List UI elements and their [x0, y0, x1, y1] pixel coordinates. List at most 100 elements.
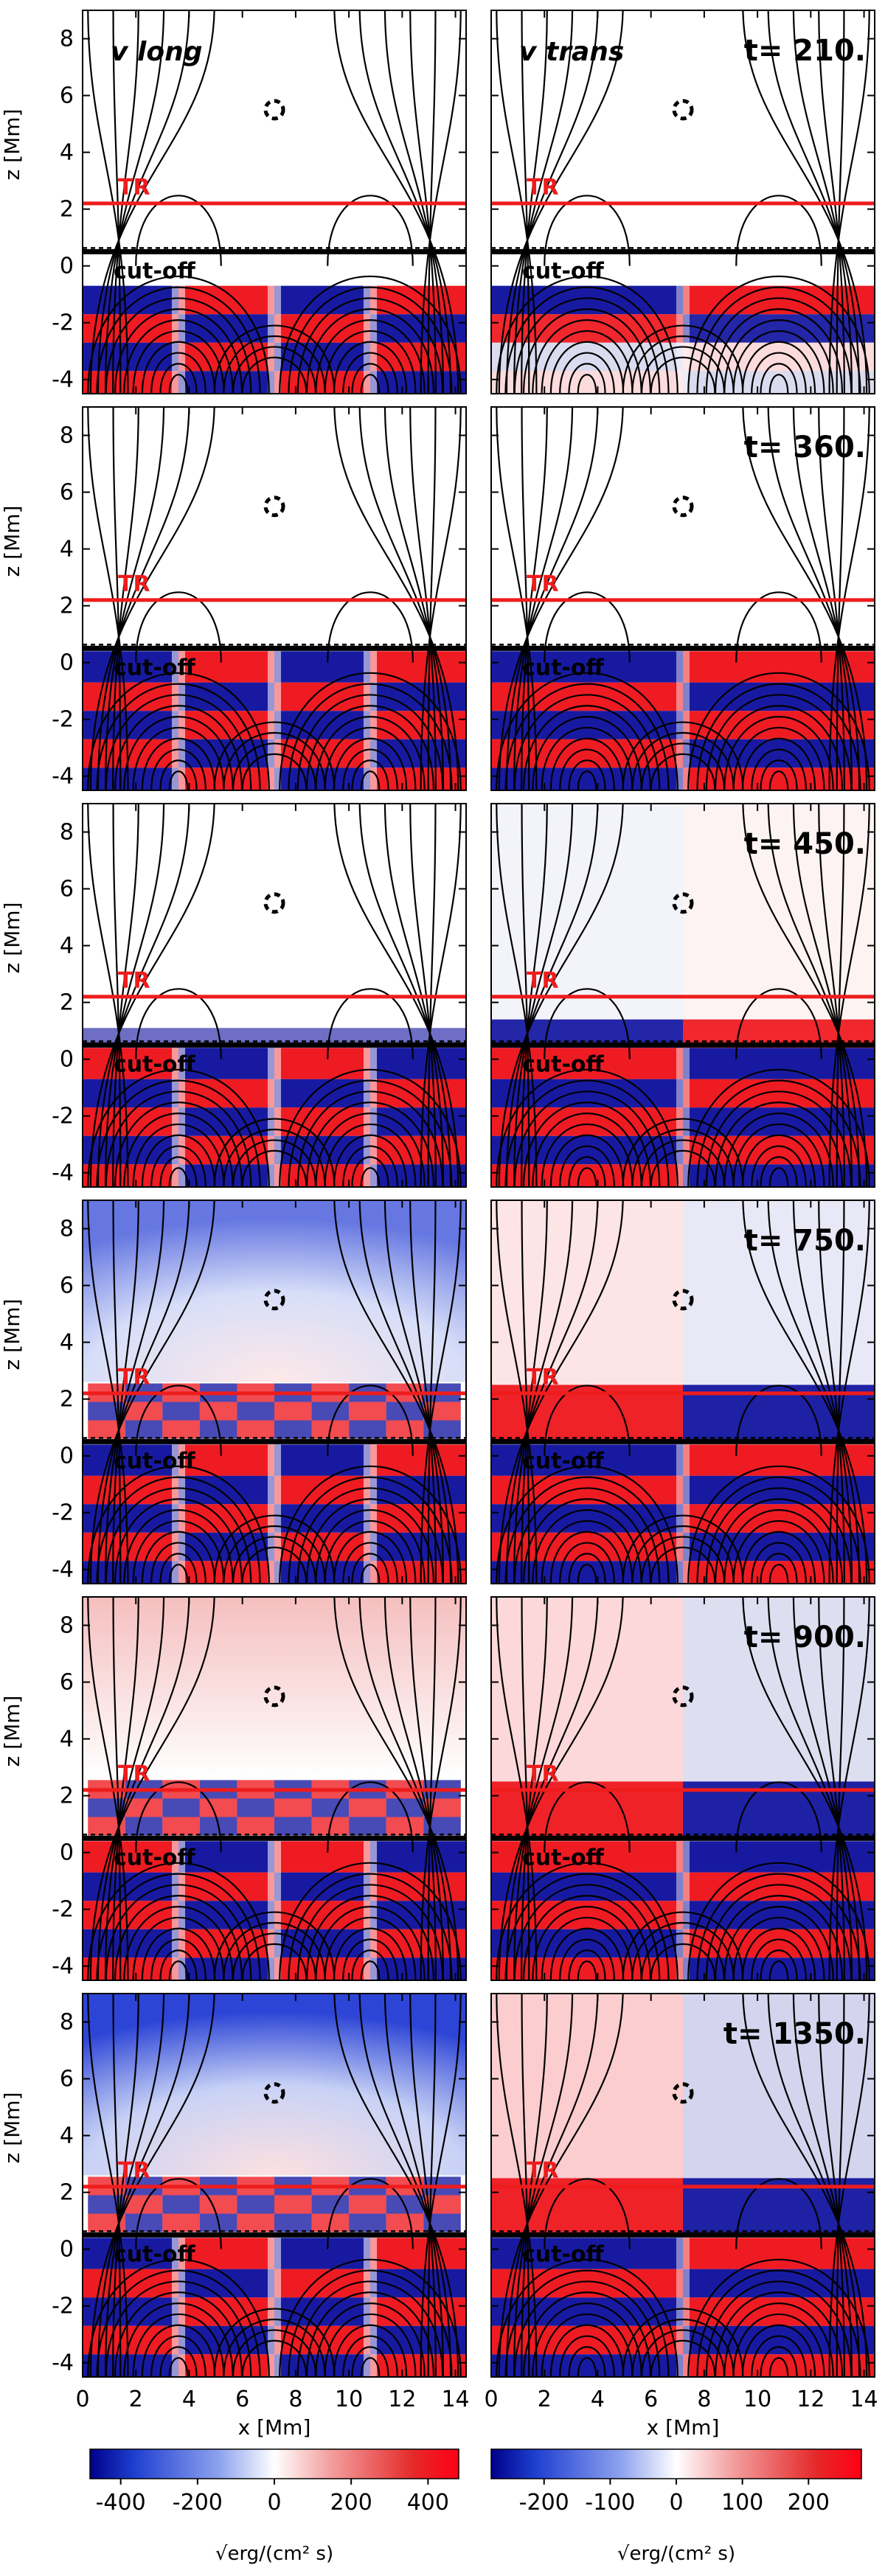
field-line: [622, 1911, 744, 1980]
time-label: t= 900.: [744, 1621, 866, 1654]
field-cell: [199, 1798, 237, 1817]
field-line: [741, 1134, 816, 1187]
field-line: [150, 1145, 206, 1187]
x-tick-label: 0: [75, 2387, 89, 2412]
field-line: [409, 407, 437, 790]
panel-r0-c0: TR cut-off v long: [82, 10, 467, 394]
column-label: v long: [111, 37, 202, 67]
field-line: [87, 1200, 129, 1584]
y-tick-label: 6: [60, 480, 74, 506]
field-cell: [676, 1841, 690, 1980]
y-tick-label: 0: [60, 650, 74, 676]
panel-r1-c1: TR cut-off t= 360.: [490, 406, 875, 791]
field-line: [333, 10, 459, 394]
field-line: [97, 10, 190, 394]
field-line: [828, 10, 870, 394]
field-line: [532, 2302, 642, 2377]
field-cell: [125, 1420, 163, 1439]
tr-label: TR: [118, 1761, 150, 1787]
field-cell: [83, 2238, 178, 2269]
field-line: [792, 1994, 853, 2377]
field-line: [742, 1200, 868, 1584]
field-cell: [237, 2213, 274, 2232]
null-point-marker: [263, 892, 285, 914]
field-line: [279, 1862, 462, 1980]
field-line: [741, 1927, 816, 1980]
field-line: [409, 10, 437, 394]
field-line: [241, 2340, 308, 2377]
field-line: [631, 1525, 735, 1584]
field-line: [420, 804, 462, 1187]
colorbar-tick-label: -400: [96, 2490, 146, 2516]
cutoff-label: cut-off: [114, 1051, 196, 1077]
field-line: [735, 988, 822, 1059]
field-line: [568, 2346, 606, 2377]
y-tick-label: 2: [60, 1387, 74, 1413]
field-cell: [274, 1402, 312, 1421]
field-line: [640, 1536, 726, 1584]
field-line: [549, 2324, 625, 2377]
field-line: [767, 1994, 861, 2377]
field-line: [544, 2178, 631, 2249]
field-line: [123, 716, 234, 790]
y-axis-label: z [Mm]: [0, 902, 24, 974]
field-line: [767, 407, 861, 790]
field-line: [104, 804, 165, 1187]
field-line: [768, 1960, 789, 1980]
field-line: [496, 1994, 538, 2377]
panel-frame: [490, 1200, 875, 1584]
y-tick-label: -4: [52, 367, 74, 393]
field-line: [742, 10, 868, 394]
cutoff-label: cut-off: [114, 655, 196, 680]
field-cell: [370, 1841, 466, 1873]
y-tick-label: 0: [60, 254, 74, 279]
field-line: [327, 195, 414, 266]
colorbar-unit-label: √erg/(cm² s): [215, 2543, 333, 2565]
time-label: t= 750.: [744, 1224, 866, 1258]
field-line: [751, 1145, 807, 1187]
field-line: [342, 2335, 398, 2377]
field-cell: [311, 1402, 350, 1421]
field-line: [792, 407, 853, 790]
field-line: [496, 10, 538, 394]
field-line: [409, 1994, 437, 2377]
field-line: [150, 352, 206, 394]
field-line: [496, 407, 538, 790]
tr-label: TR: [118, 968, 150, 994]
field-cell: [267, 651, 282, 790]
field-line: [577, 1564, 597, 1584]
field-line: [521, 407, 530, 790]
panel-r0-c1: TR cut-off t= 210. v trans: [490, 10, 875, 394]
field-line: [97, 407, 190, 790]
y-tick-label: 0: [60, 2237, 74, 2263]
x-tick-label: 6: [644, 2387, 658, 2412]
field-line: [792, 10, 853, 394]
field-line: [315, 2302, 426, 2377]
field-line: [622, 2308, 744, 2377]
field-line: [714, 705, 844, 790]
cutoff-label: cut-off: [522, 1448, 605, 1474]
tr-label: TR: [118, 1365, 150, 1390]
field-line: [333, 341, 408, 394]
y-tick-label: 0: [60, 1840, 74, 1866]
colorbar-tick-label: -200: [519, 2490, 569, 2516]
field-line: [735, 1781, 822, 1853]
x-tick-label: 12: [796, 2387, 825, 2412]
field-line: [760, 1156, 798, 1187]
field-line: [87, 1862, 270, 1980]
field-line: [751, 1938, 807, 1980]
field-cell: [162, 2195, 200, 2214]
field-line: [532, 1509, 642, 1584]
field-line: [333, 1531, 408, 1584]
field-line: [513, 1994, 574, 2377]
field-line: [89, 10, 215, 394]
field-line: [521, 804, 548, 1187]
field-line: [342, 1938, 398, 1980]
field-cell: [267, 1841, 282, 1980]
field-line: [496, 1068, 678, 1187]
field-line: [544, 591, 631, 663]
field-line: [735, 591, 822, 663]
field-line: [159, 1156, 198, 1187]
field-line: [420, 10, 462, 394]
field-cell: [349, 1817, 386, 1836]
